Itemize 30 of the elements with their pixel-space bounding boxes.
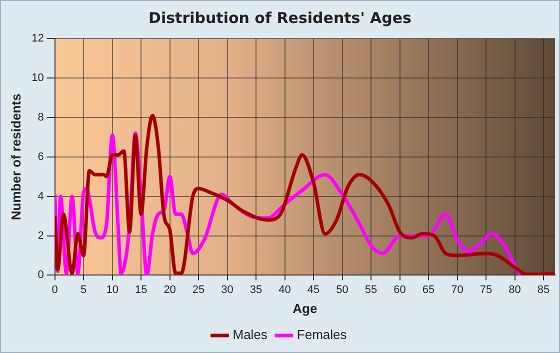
y-tick-label: 8 — [38, 112, 44, 124]
x-tick-label: 55 — [364, 284, 378, 296]
legend-label: Females — [296, 327, 348, 342]
y-axis-title: Number of residents — [8, 94, 24, 220]
x-tick-label: 15 — [134, 284, 148, 296]
x-tick-label: 80 — [508, 284, 521, 296]
x-axis-title: Age — [292, 300, 318, 316]
y-tick-label: 4 — [38, 190, 44, 202]
x-tick-label: 75 — [480, 284, 492, 296]
x-tick-label: 30 — [221, 284, 234, 296]
x-tick-label: 10 — [106, 284, 118, 296]
x-tick-label: 70 — [451, 284, 464, 296]
x-tick-label: 25 — [192, 284, 205, 296]
x-tick-label: 20 — [164, 284, 176, 296]
x-tick-label: 35 — [250, 284, 262, 296]
y-tick-label: 12 — [32, 32, 44, 45]
y-tick-label: 2 — [38, 230, 44, 242]
x-tick-label: 65 — [422, 284, 435, 296]
legend-label: Males — [232, 327, 268, 342]
y-tick-label: 6 — [38, 150, 44, 163]
x-tick-label: 40 — [278, 284, 291, 296]
x-tick-label: 5 — [80, 284, 87, 296]
x-tick-label: 60 — [394, 284, 406, 296]
x-tick-label: 0 — [52, 284, 58, 296]
chart-title: Distribution of Residents' Ages — [148, 9, 412, 27]
x-tick-label: 50 — [336, 284, 348, 296]
y-tick-label: 0 — [38, 269, 44, 282]
y-tick-label: 10 — [32, 72, 44, 84]
x-tick-label: 45 — [307, 284, 320, 296]
x-tick-label: 85 — [537, 284, 550, 296]
